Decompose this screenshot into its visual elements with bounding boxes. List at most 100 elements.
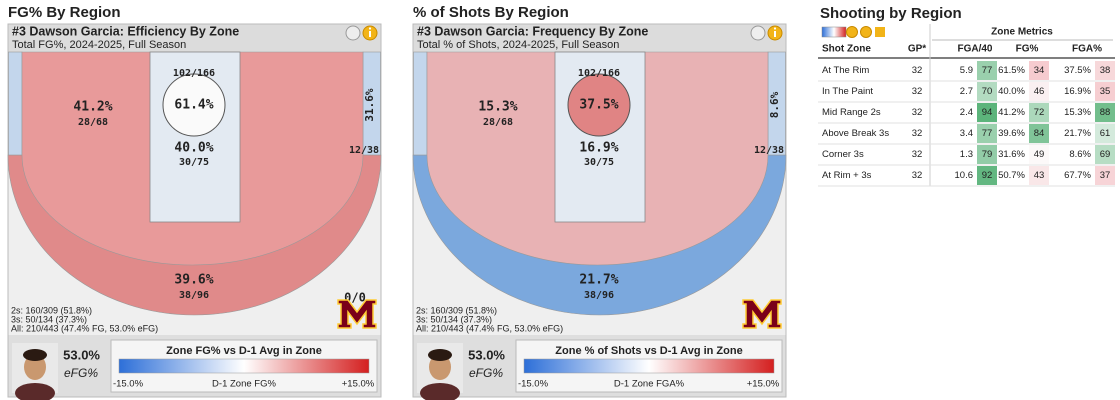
player-photo-hair: [23, 349, 47, 361]
percentile-cell: [1029, 166, 1049, 185]
cell-zone: At The Rim: [822, 65, 869, 76]
zone-rim: [162, 73, 226, 137]
cell-percentile: 34: [1034, 65, 1045, 76]
zone-pct: 40.0%: [174, 141, 213, 156]
toggle-icon[interactable]: [345, 25, 361, 41]
cell-gp: 32: [912, 65, 923, 76]
toggle-icon[interactable]: [750, 25, 766, 41]
cell-percentile: 35: [1100, 86, 1111, 97]
table-tool[interactable]: [821, 26, 847, 38]
zone-rim: [567, 73, 631, 137]
cell-percentile: 38: [1100, 65, 1111, 76]
cell-value: 37.5%: [1064, 65, 1091, 76]
player-photo-head: [429, 354, 451, 380]
cell-value: 15.3%: [1064, 107, 1091, 118]
percentile-cell: [977, 124, 997, 143]
cell-zone: At Rim + 3s: [822, 170, 872, 181]
percentile-cell: [1095, 145, 1115, 164]
zone-made-att: 28/68: [483, 117, 513, 128]
cell-value: 61.5%: [998, 65, 1025, 76]
zone-made-att: 38/96: [584, 290, 614, 301]
player-photo-head: [24, 354, 46, 380]
cell-value: 8.6%: [1069, 149, 1091, 160]
card-subtitle: Total FG%, 2024-2025, Full Season: [12, 39, 186, 51]
legend-title: Zone FG% vs D-1 Avg in Zone: [166, 345, 322, 357]
cell-gp: 32: [912, 86, 923, 97]
shot-summary: 3s: 50/134 (37.3%): [11, 314, 87, 324]
card-header: [413, 24, 786, 53]
cell-gp: 32: [912, 128, 923, 139]
cell-value: 31.6%: [998, 149, 1025, 160]
info-icon-glyph: [368, 27, 372, 30]
cell-percentile: 77: [982, 65, 993, 76]
zone-made-att: 38/96: [179, 290, 209, 301]
efg-value: 53.0%: [63, 347, 100, 362]
zone-made-att: 28/68: [78, 117, 108, 128]
table-group-header: Zone Metrics: [991, 27, 1053, 38]
zone-pct: 61.4%: [174, 98, 213, 113]
card-header: [8, 24, 381, 53]
panel-heading: % of Shots By Region: [413, 4, 569, 21]
efg-label: eFG%: [469, 366, 503, 380]
table-tool[interactable]: [846, 26, 858, 38]
info-icon-glyph: [773, 27, 777, 30]
cell-value: 16.9%: [1064, 86, 1091, 97]
zone-pct: 37.5%: [579, 98, 618, 113]
cell-value: 2.4: [960, 107, 973, 118]
info-icon-glyph: [369, 31, 371, 37]
team-logo: [742, 299, 782, 329]
zone-pct: 21.7%: [579, 273, 618, 288]
percentile-cell: [1095, 166, 1115, 185]
cell-percentile: 46: [1034, 86, 1045, 97]
column-header: FGA/40: [957, 44, 992, 55]
shot-summary: 2s: 160/309 (51.8%): [416, 305, 497, 315]
percentile-cell: [1029, 61, 1049, 80]
shot-summary: 2s: 160/309 (51.8%): [11, 305, 92, 315]
percentile-cell: [977, 61, 997, 80]
column-header: GP*: [908, 44, 926, 55]
percentile-cell: [1095, 61, 1115, 80]
cell-value: 5.9: [960, 65, 973, 76]
percentile-cell: [977, 166, 997, 185]
percentile-cell: [1029, 103, 1049, 122]
percentile-cell: [977, 82, 997, 101]
zone-pct: 31.6%: [363, 88, 376, 121]
legend-high: +15.0%: [342, 379, 375, 390]
column-header: FGA%: [1072, 44, 1102, 55]
cell-value: 67.7%: [1064, 170, 1091, 181]
legend-gradient: [523, 358, 775, 374]
legend-low: -15.0%: [113, 379, 144, 390]
shot-summary: All: 210/443 (47.4% FG, 53.0% eFG): [11, 323, 158, 333]
zone-pct: 41.2%: [73, 100, 112, 115]
player-photo-hair: [428, 349, 452, 361]
zone-corner: [413, 51, 428, 156]
legend-gradient: [118, 358, 370, 374]
panel-heading: FG% By Region: [8, 4, 121, 21]
cell-percentile: 92: [982, 170, 993, 181]
zone-made-att: 12/38: [754, 145, 784, 156]
efg-value: 53.0%: [468, 347, 505, 362]
cell-value: 1.3: [960, 149, 973, 160]
cell-percentile: 70: [982, 86, 993, 97]
percentile-cell: [1095, 124, 1115, 143]
table-tool[interactable]: [860, 26, 872, 38]
cell-value: 50.7%: [998, 170, 1025, 181]
legend-center: D-1 Zone FG%: [212, 379, 276, 390]
efg-label: eFG%: [64, 366, 98, 380]
player-photo-shirt: [15, 383, 55, 400]
cell-percentile: 37: [1100, 170, 1111, 181]
cell-zone: Above Break 3s: [822, 128, 889, 139]
cell-percentile: 69: [1100, 149, 1111, 160]
zone-pct: 16.9%: [579, 141, 618, 156]
cell-gp: 32: [912, 107, 923, 118]
column-header: FG%: [1016, 44, 1039, 55]
percentile-cell: [1029, 82, 1049, 101]
percentile-cell: [1095, 103, 1115, 122]
legend-high: +15.0%: [747, 379, 780, 390]
cell-percentile: 49: [1034, 149, 1045, 160]
zone-made-att: 30/75: [584, 157, 614, 168]
cell-zone: Mid Range 2s: [822, 107, 881, 118]
card-title: #3 Dawson Garcia: Efficiency By Zone: [12, 24, 239, 38]
table-tool[interactable]: [875, 27, 885, 37]
